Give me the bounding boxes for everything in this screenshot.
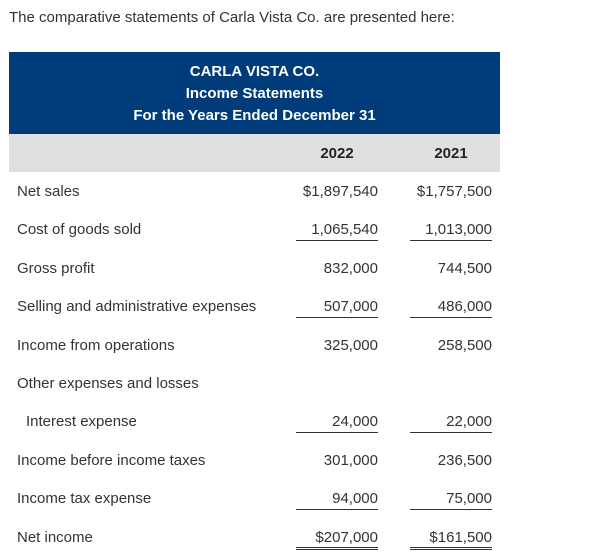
value-2022-text: 24,000 — [296, 413, 378, 433]
company-name: CARLA VISTA CO. — [189, 63, 320, 80]
value-2022: $207,000 — [296, 529, 378, 550]
row-interest-expense: Interest expense 24,000 22,000 — [9, 402, 500, 440]
row-label: Income from operations — [17, 337, 175, 354]
value-2022-text: 94,000 — [296, 490, 378, 510]
value-2022-text: $207,000 — [296, 529, 378, 550]
value-2021-text: 486,000 — [410, 298, 492, 318]
value-2021: 486,000 — [410, 298, 492, 318]
row-net-sales: Net sales $1,897,540 $1,757,500 — [9, 172, 500, 210]
value-2021-text: $161,500 — [410, 529, 492, 550]
value-2022: 832,000 — [323, 260, 378, 277]
value-2022-text: 507,000 — [296, 298, 378, 318]
row-income-tax-expense: Income tax expense 94,000 75,000 — [9, 479, 500, 517]
row-label: Cost of goods sold — [17, 221, 142, 238]
value-2021: 744,500 — [437, 260, 492, 277]
row-label: Other expenses and losses — [17, 375, 199, 392]
value-2022: 507,000 — [296, 298, 378, 318]
value-2022: 1,065,540 — [296, 221, 378, 241]
value-2022: 301,000 — [323, 452, 378, 469]
row-label: Income before income taxes — [17, 452, 206, 469]
value-2021: $161,500 — [410, 529, 492, 550]
value-2021: 236,500 — [437, 452, 492, 469]
row-label: Selling and administrative expenses — [17, 298, 257, 315]
value-2021: $1,757,500 — [416, 183, 492, 200]
row-income-before-taxes: Income before income taxes 301,000 236,5… — [9, 441, 500, 479]
row-net-income: Net income $207,000 $161,500 — [9, 518, 500, 556]
value-2022: 325,000 — [323, 337, 378, 354]
statement-header: CARLA VISTA CO. Income Statements For th… — [9, 52, 500, 134]
row-income-from-operations: Income from operations 325,000 258,500 — [9, 326, 500, 364]
row-label: Interest expense — [26, 413, 137, 430]
value-2021: 22,000 — [410, 413, 492, 433]
value-2022: 24,000 — [296, 413, 378, 433]
value-2021-text: 1,013,000 — [410, 221, 492, 241]
row-cost-of-goods-sold: Cost of goods sold 1,065,540 1,013,000 — [9, 210, 500, 248]
year-2021-header: 2021 — [434, 145, 468, 162]
year-2022-header: 2022 — [320, 145, 354, 162]
row-other-expenses-losses: Other expenses and losses — [9, 364, 500, 402]
row-selling-admin-expenses: Selling and administrative expenses 507,… — [9, 287, 500, 325]
statement-period: For the Years Ended December 31 — [133, 107, 376, 124]
row-label: Net sales — [17, 183, 80, 200]
intro-text: The comparative statements of Carla Vist… — [9, 9, 455, 26]
statement-title: Income Statements — [185, 85, 324, 102]
row-label: Net income — [17, 529, 93, 546]
value-2022: 94,000 — [296, 490, 378, 510]
value-2021: 258,500 — [437, 337, 492, 354]
row-label: Gross profit — [17, 260, 95, 277]
value-2022-text: 1,065,540 — [296, 221, 378, 241]
value-2021-text: 22,000 — [410, 413, 492, 433]
year-header-row: 2022 2021 — [9, 134, 500, 172]
value-2021: 75,000 — [410, 490, 492, 510]
value-2022: $1,897,540 — [302, 183, 378, 200]
value-2021-text: 75,000 — [410, 490, 492, 510]
row-gross-profit: Gross profit 832,000 744,500 — [9, 249, 500, 287]
value-2021: 1,013,000 — [410, 221, 492, 241]
row-label: Income tax expense — [17, 490, 152, 507]
